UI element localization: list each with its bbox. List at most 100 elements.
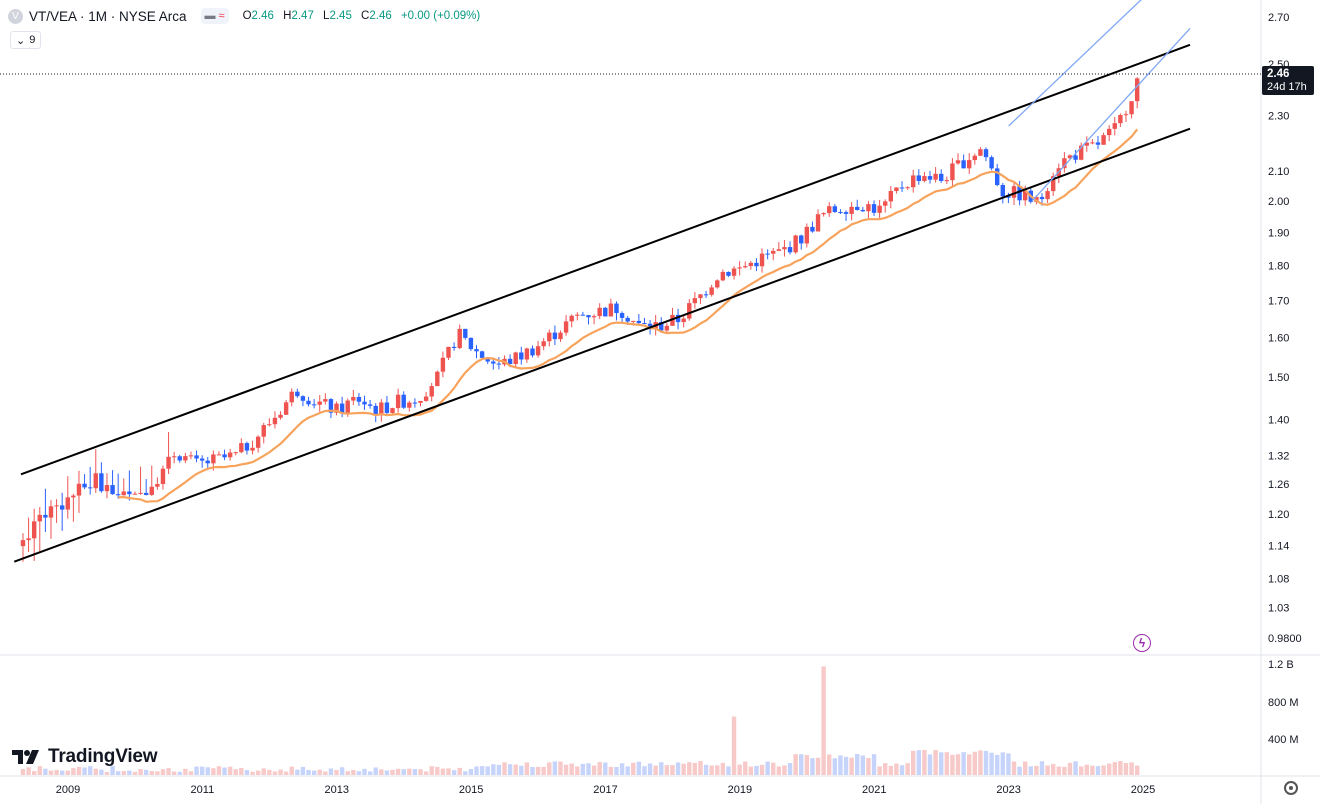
candle-body[interactable] [351, 397, 356, 401]
candle-body[interactable] [479, 351, 485, 358]
candle-body[interactable] [575, 314, 580, 316]
approx-icon[interactable]: ≈ [218, 10, 225, 22]
candle-body[interactable] [720, 271, 726, 281]
candle-body[interactable] [687, 303, 692, 319]
candle-body[interactable] [93, 473, 98, 489]
candle-body[interactable] [782, 247, 787, 250]
candle-body[interactable] [675, 314, 681, 323]
candle-body[interactable] [1050, 176, 1056, 192]
candle-body[interactable] [821, 213, 826, 215]
candle-body[interactable] [603, 307, 608, 317]
candle-body[interactable] [31, 521, 37, 539]
candle-body[interactable] [334, 403, 339, 413]
candle-body[interactable] [1090, 142, 1095, 144]
candle-body[interactable] [468, 337, 474, 350]
candle-body[interactable] [227, 452, 233, 458]
candle-body[interactable] [513, 352, 518, 365]
candle-body[interactable] [412, 402, 418, 404]
candle-body[interactable] [278, 414, 283, 418]
candle-body[interactable] [26, 538, 31, 541]
candle-body[interactable] [849, 206, 854, 214]
channel-line-upper[interactable] [20, 43, 1191, 476]
candle-body[interactable] [967, 160, 972, 169]
candle-body[interactable] [250, 447, 255, 451]
candle-body[interactable] [530, 348, 535, 356]
candle-body[interactable] [160, 468, 166, 484]
candle-body[interactable] [255, 436, 261, 448]
candle-body[interactable] [261, 425, 266, 437]
candle-body[interactable] [715, 280, 720, 288]
candle-body[interactable] [670, 314, 675, 326]
candle-body[interactable] [194, 455, 199, 459]
candle-body[interactable] [267, 424, 272, 426]
candle-body[interactable] [71, 495, 76, 498]
candle-body[interactable] [48, 506, 54, 518]
candle-body[interactable] [183, 456, 188, 461]
candle-body[interactable] [188, 455, 194, 457]
candle-body[interactable] [631, 320, 636, 322]
candle-body[interactable] [939, 173, 944, 181]
candle-body[interactable] [345, 400, 350, 413]
candle-body[interactable] [1000, 185, 1006, 197]
candle-body[interactable] [401, 394, 406, 408]
candle-body[interactable] [1017, 186, 1022, 201]
candle-body[interactable] [877, 205, 882, 213]
candle-body[interactable] [317, 401, 322, 405]
candle-body[interactable] [1084, 142, 1089, 146]
candle-body[interactable] [608, 303, 614, 317]
candle-body[interactable] [866, 204, 871, 212]
candle-body[interactable] [871, 204, 877, 213]
candle-body[interactable] [171, 456, 177, 458]
candle-body[interactable] [205, 460, 210, 464]
candle-body[interactable] [541, 341, 546, 347]
candle-body[interactable] [110, 485, 115, 495]
candle-body[interactable] [905, 187, 910, 189]
candle-body[interactable] [362, 401, 367, 405]
candle-body[interactable] [323, 399, 328, 402]
candle-body[interactable] [20, 540, 26, 547]
candle-body[interactable] [127, 491, 132, 495]
candle-body[interactable] [457, 328, 462, 349]
candle-body[interactable] [1067, 155, 1073, 159]
candle-body[interactable] [950, 163, 955, 181]
channel-line-lower[interactable] [13, 127, 1191, 563]
candle-body[interactable] [983, 149, 989, 158]
candle-body[interactable] [1062, 158, 1067, 169]
candle-body[interactable] [955, 160, 961, 164]
candle-body[interactable] [804, 226, 810, 244]
tradingview-logo[interactable]: TradingView [12, 746, 158, 768]
candle-body[interactable] [87, 487, 93, 489]
candle-body[interactable] [647, 323, 653, 329]
candle-body[interactable] [703, 294, 709, 296]
candle-body[interactable] [978, 149, 983, 156]
candle-body[interactable] [76, 483, 82, 496]
candle-body[interactable] [1095, 142, 1101, 145]
candle-body[interactable] [1022, 190, 1028, 201]
candle-body[interactable] [239, 443, 244, 453]
candle-body[interactable] [1134, 78, 1140, 102]
candle-body[interactable] [166, 456, 171, 469]
candle-body[interactable] [591, 316, 597, 318]
candle-body[interactable] [754, 262, 759, 267]
candle-body[interactable] [1106, 128, 1112, 136]
candle-body[interactable] [1123, 114, 1129, 116]
candle-body[interactable] [726, 271, 731, 276]
candle-body[interactable] [524, 348, 530, 360]
candle-body[interactable] [552, 332, 558, 340]
lightning-icon[interactable]: ϟ [1133, 634, 1151, 652]
candle-body[interactable] [619, 313, 625, 318]
candle-body[interactable] [1073, 155, 1078, 160]
candle-body[interactable] [894, 187, 899, 191]
candle-body[interactable] [748, 262, 754, 267]
candle-body[interactable] [1101, 135, 1106, 145]
candle-body[interactable] [1112, 123, 1117, 129]
candle-body[interactable] [216, 454, 222, 456]
candle-body[interactable] [451, 346, 457, 349]
candle-body[interactable] [843, 212, 849, 214]
candle-body[interactable] [569, 315, 574, 322]
candle-body[interactable] [765, 253, 770, 255]
candle-body[interactable] [283, 402, 289, 415]
candle-body[interactable] [883, 201, 888, 206]
candle-body[interactable] [636, 320, 642, 324]
